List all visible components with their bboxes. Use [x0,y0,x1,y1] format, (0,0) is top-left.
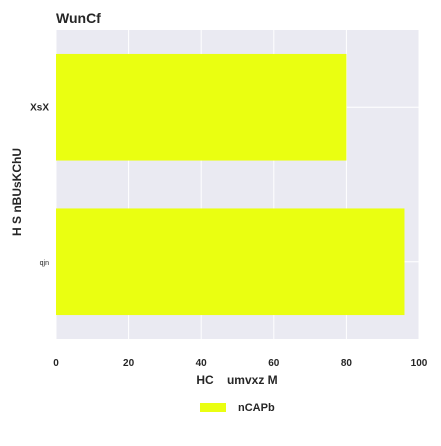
x-tick-label: 100 [411,358,428,369]
bar [56,208,405,316]
x-tick-label: 0 [53,358,59,369]
bar [56,53,347,161]
legend-swatch [200,403,226,412]
x-tick-label: 20 [123,358,135,369]
x-axis-label: HC umvxz M [196,373,277,387]
x-tick-label: 40 [196,358,208,369]
x-tick-label: 80 [341,358,353,369]
y-axis-label: H S nBUsKChU [10,148,24,236]
y-tick-labels: XsX qjn [30,102,49,267]
x-tick-labels: 0 20 40 60 80 100 [53,358,428,369]
y-tick-label: qjn [40,260,49,267]
y-tick-label: XsX [30,102,49,113]
chart-title: WunCf [56,10,101,26]
bars [56,53,405,316]
legend: nCAPb [200,402,275,414]
x-tick-label: 60 [268,358,280,369]
legend-label: nCAPb [238,402,275,414]
